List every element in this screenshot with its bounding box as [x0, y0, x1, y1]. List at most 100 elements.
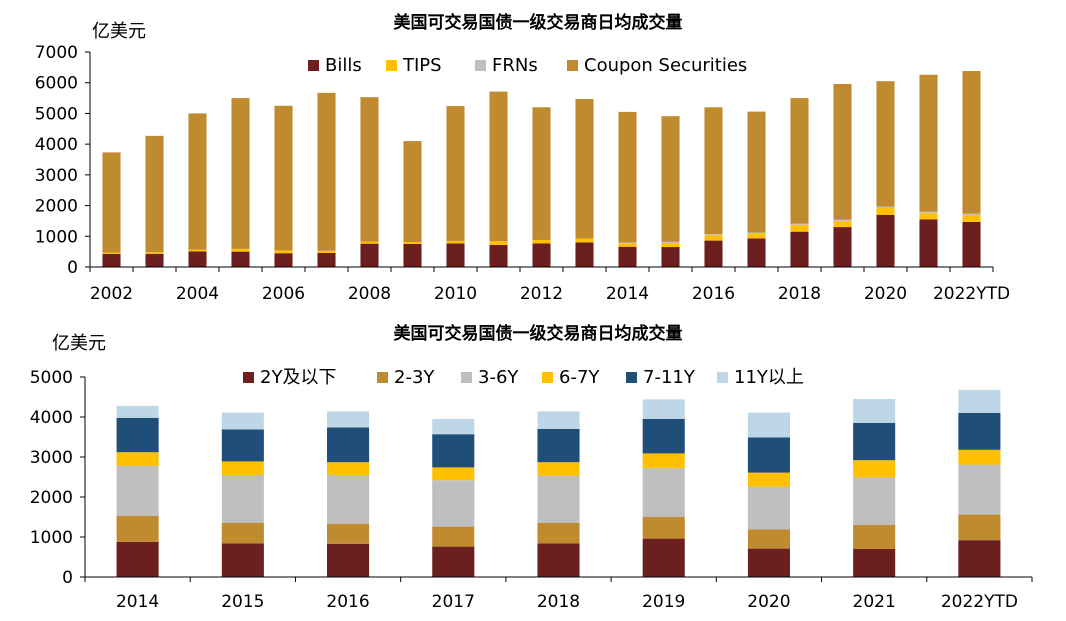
bar-segment	[853, 460, 896, 478]
bar-segment	[537, 429, 580, 463]
x-tick-label: 2002	[90, 284, 133, 304]
bar-segment	[747, 232, 766, 234]
bar-segment	[704, 235, 723, 241]
bar-segment	[537, 411, 580, 429]
bar-segment	[537, 543, 580, 577]
legend-swatch	[386, 60, 397, 71]
y-axis-unit-label: 亿美元	[92, 21, 146, 42]
x-tick-label: 2014	[606, 284, 649, 304]
x-tick-label: 2006	[262, 284, 305, 304]
bar-segment	[958, 449, 1001, 465]
bar-segment	[221, 461, 264, 475]
legend-label: Bills	[325, 55, 362, 76]
y-tick-label: 6000	[35, 74, 78, 94]
legend-swatch	[308, 60, 319, 71]
bar-segment	[274, 250, 293, 254]
bar-segment	[446, 106, 465, 241]
bar-segment	[790, 231, 809, 267]
bar-segment	[432, 546, 475, 577]
bar-segment	[853, 525, 896, 549]
bar-segment	[231, 248, 250, 252]
x-tick-label: 2014	[116, 592, 159, 612]
bar-segment	[962, 215, 981, 222]
y-tick-label: 3000	[30, 448, 73, 468]
bar-segment	[360, 243, 379, 267]
bar-segment	[116, 465, 159, 516]
bar-segment	[642, 419, 685, 454]
bars	[116, 389, 1001, 577]
bar-segment	[747, 238, 766, 267]
bar-segment	[704, 240, 723, 267]
bar-segment	[537, 475, 580, 523]
bar-segment	[747, 472, 790, 487]
bar-segment	[747, 529, 790, 549]
bar-segment	[876, 214, 895, 267]
bar-segment	[317, 250, 336, 253]
bar-segment	[403, 242, 422, 244]
legend-label: 11Y以上	[734, 367, 804, 388]
bar-segment	[188, 249, 207, 252]
x-tick-label: 2018	[537, 592, 580, 612]
bar-segment	[575, 238, 594, 243]
bar-segment	[853, 423, 896, 461]
bar-segment	[661, 241, 680, 244]
bar-segment	[145, 253, 164, 267]
bar-segment	[958, 389, 1001, 413]
bar-segment	[274, 253, 293, 267]
bar-segment	[403, 243, 422, 267]
legend-swatch	[626, 372, 637, 383]
legend-swatch	[377, 372, 388, 383]
bar-segment	[432, 526, 475, 547]
bar-segment	[432, 467, 475, 481]
bar-segment	[102, 152, 121, 253]
bar-segment	[958, 464, 1001, 515]
bar-segment	[618, 243, 637, 247]
bar-segment	[116, 405, 159, 418]
legend-swatch	[461, 372, 472, 383]
chart-dealer-volume-by-maturity: 美国可交易国债一级交易商日均成交量 亿美元 2Y及以下 2-3Y 3-6Y 6-7Y 7…	[30, 323, 1033, 612]
x-tick-label: 2015	[221, 592, 264, 612]
y-tick-label: 5000	[35, 104, 78, 124]
bar-segment	[876, 81, 895, 207]
bar-segment	[747, 437, 790, 473]
bar-segment	[853, 477, 896, 525]
bar-segment	[489, 244, 508, 267]
legend-label: TIPS	[402, 55, 442, 76]
bar-segment	[962, 221, 981, 267]
chart-title: 美国可交易国债一级交易商日均成交量	[394, 323, 683, 344]
legend-swatch	[475, 60, 486, 71]
x-tick-label: 2016	[326, 592, 369, 612]
bar-segment	[919, 213, 938, 220]
bar-segment	[704, 107, 723, 235]
bar-segment	[327, 427, 370, 463]
bar-segment	[790, 98, 809, 224]
y-tick-label: 0	[67, 258, 78, 278]
bar-segment	[327, 543, 370, 577]
bar-segment	[537, 523, 580, 544]
y-tick-label: 1000	[35, 227, 78, 247]
y-tick-label: 0	[62, 568, 73, 588]
bar-segment	[489, 91, 508, 242]
bar-segment	[747, 548, 790, 577]
bar-segment	[958, 540, 1001, 577]
legend-label: 2Y及以下	[260, 367, 336, 388]
x-tick-label: 2020	[864, 284, 907, 304]
bar-segment	[704, 234, 723, 236]
bar-segment	[618, 246, 637, 267]
bar-segment	[790, 223, 809, 225]
bar-segment	[221, 412, 264, 430]
bar-segment	[446, 240, 465, 244]
bar-segment	[145, 135, 164, 253]
bar-segment	[962, 213, 981, 216]
y-tick-label: 2000	[35, 197, 78, 217]
chart-title: 美国可交易国债一级交易商日均成交量	[394, 12, 683, 33]
bar-segment	[432, 419, 475, 435]
legend-label: 6-7Y	[559, 367, 600, 388]
bar-segment	[102, 252, 121, 254]
bar-segment	[188, 251, 207, 267]
bar-segment	[231, 251, 250, 267]
bar-segment	[360, 97, 379, 242]
x-tick-label: 2010	[434, 284, 477, 304]
bar-segment	[575, 98, 594, 239]
